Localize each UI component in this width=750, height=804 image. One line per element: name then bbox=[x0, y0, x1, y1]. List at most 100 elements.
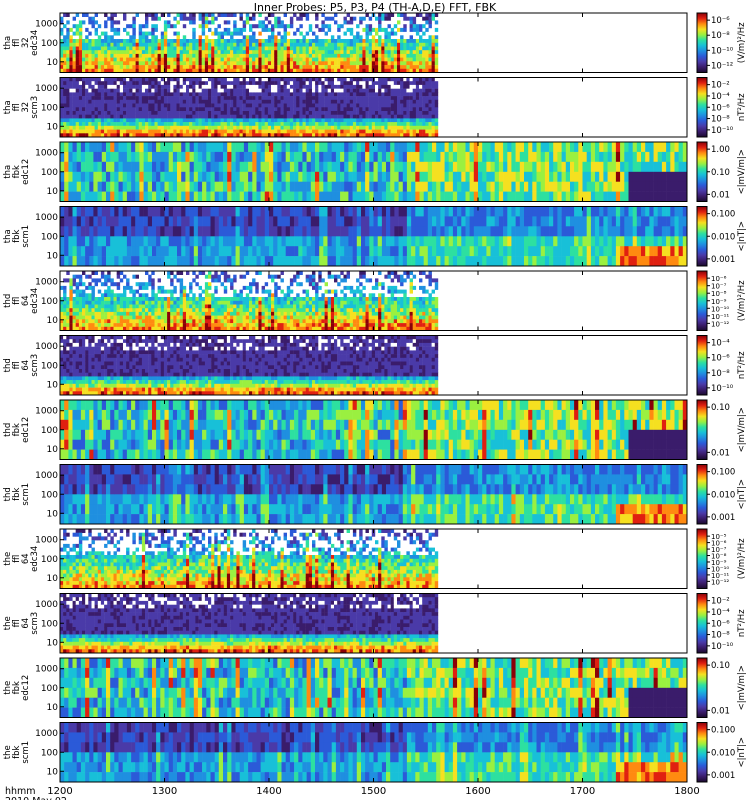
colorbar-tick-label: 10⁻⁶ bbox=[711, 619, 730, 629]
colorbar-tick-label: 10⁻² bbox=[711, 597, 730, 607]
y-tick-label: 100 bbox=[41, 39, 58, 49]
y-tick-label: 100 bbox=[41, 748, 58, 758]
colorbar: 10⁻⁵10⁻⁶10⁻⁷10⁻⁸10⁻⁹10⁻¹⁰10⁻¹¹10⁻¹²(V/m)… bbox=[697, 529, 747, 589]
panel-1: 100010010thaffl32edc3410⁻⁶10⁻⁸10⁻¹⁰10⁻¹²… bbox=[3, 13, 747, 73]
colorbar-tick-label: 0.001 bbox=[711, 513, 735, 523]
colorbar-tick-label: 0.100 bbox=[711, 210, 735, 220]
colorbar-scale bbox=[697, 723, 707, 783]
y-tick-label: 1000 bbox=[35, 20, 58, 30]
y-tick-label: 100 bbox=[41, 361, 58, 371]
figure-title: Inner Probes: P5, P3, P4 (TH-A,D,E) FFT,… bbox=[254, 1, 497, 14]
y-tick-label: 100 bbox=[41, 232, 58, 242]
colorbar-tick-label: 10⁻⁶ bbox=[711, 103, 730, 113]
colorbar-tick-label: 10⁻¹⁰ bbox=[711, 46, 734, 56]
colorbar-tick-label: 0.001 bbox=[711, 771, 735, 781]
y-tick-label: 1000 bbox=[35, 471, 58, 481]
colorbar-tick-label: 10⁻¹² bbox=[711, 320, 729, 328]
colorbar-tick-label: 10⁻⁸ bbox=[711, 631, 730, 641]
panel-label: thdfbkscm1 bbox=[3, 483, 31, 506]
colorbar-tick-label: 1.00 bbox=[711, 145, 730, 155]
colorbar-label: nT²/Hz bbox=[737, 609, 747, 637]
colorbar-scale bbox=[697, 207, 707, 267]
y-tick-label: 100 bbox=[41, 619, 58, 629]
y-tick-label: 10 bbox=[47, 509, 59, 519]
y-tick-label: 100 bbox=[41, 684, 58, 694]
panel-label-line: scm1 bbox=[21, 225, 31, 248]
colorbar-label: <|nT|> bbox=[737, 221, 747, 252]
panel-label-line: edc12 bbox=[21, 675, 31, 701]
y-tick-label: 10 bbox=[47, 380, 59, 390]
spectrogram-image bbox=[60, 465, 687, 525]
colorbar-label: <|nT|> bbox=[737, 479, 747, 510]
x-tick-label: 1600 bbox=[465, 786, 490, 797]
y-tick-label: 1000 bbox=[35, 342, 58, 352]
spectrogram-image bbox=[60, 723, 687, 783]
colorbar-tick-label: 0.001 bbox=[711, 255, 735, 265]
y-tick-label: 100 bbox=[41, 555, 58, 565]
y-tick-label: 10 bbox=[47, 122, 59, 132]
y-tick-label: 1000 bbox=[35, 149, 58, 159]
spectrogram-image bbox=[60, 13, 438, 73]
spectrogram-image bbox=[60, 400, 687, 460]
panel-label: thefbkedc12 bbox=[3, 675, 31, 701]
y-tick-label: 1000 bbox=[35, 407, 58, 417]
panel-label: thaffl32edc34 bbox=[3, 30, 40, 56]
spectrogram-image bbox=[60, 78, 438, 138]
colorbar-tick-label: 0.10 bbox=[711, 168, 730, 178]
colorbar-label: <|mV/m|> bbox=[737, 665, 747, 710]
colorbar-tick-label: 10⁻¹⁰ bbox=[711, 126, 734, 136]
colorbar-scale bbox=[697, 142, 707, 202]
colorbar-tick-label: 10⁻⁴ bbox=[711, 92, 730, 102]
colorbar-tick-label: 10⁻¹⁰ bbox=[711, 642, 734, 652]
panel-label: thaffl32scm3 bbox=[3, 96, 40, 119]
y-tick-label: 1000 bbox=[35, 278, 58, 288]
colorbar-tick-label: 10⁻² bbox=[711, 81, 730, 91]
spectrogram-image bbox=[60, 142, 687, 202]
y-tick-label: 1000 bbox=[35, 600, 58, 610]
panel-10: 100010010theffl64scm310⁻²10⁻⁴10⁻⁶10⁻⁸10⁻… bbox=[3, 594, 747, 654]
colorbar-label: (V/m)²/Hz bbox=[737, 22, 747, 63]
colorbar-tick-label: 0.01 bbox=[711, 448, 730, 458]
panel-label-line: edc34 bbox=[30, 30, 40, 56]
colorbar-tick-label: 0.01 bbox=[711, 706, 730, 716]
panel-label-line: scm1 bbox=[21, 741, 31, 764]
colorbar-scale bbox=[697, 336, 707, 396]
colorbar: 0.10 0.01 <|mV/m|> bbox=[697, 658, 747, 718]
colorbar-label: <|mV/m|> bbox=[737, 407, 747, 452]
y-tick-label: 100 bbox=[41, 297, 58, 307]
x-tick-label: 1800 bbox=[674, 786, 699, 797]
colorbar-tick-label: 10⁻¹² bbox=[711, 578, 729, 586]
panel-label-line: scm3 bbox=[30, 96, 40, 119]
y-tick-label: 1000 bbox=[35, 213, 58, 223]
y-tick-label: 100 bbox=[41, 426, 58, 436]
y-tick-label: 1000 bbox=[35, 729, 58, 739]
colorbar: 0.100.01<|mV/m|> bbox=[697, 400, 747, 460]
colorbar-tick-label: 0.10 bbox=[711, 661, 730, 671]
x-tick-label: 1700 bbox=[570, 786, 595, 797]
y-tick-label: 10 bbox=[47, 187, 59, 197]
colorbar-tick-label: 0.010 bbox=[711, 748, 735, 758]
x-tick-label: 1300 bbox=[152, 786, 177, 797]
panel-label: theffl64edc34 bbox=[3, 546, 40, 572]
panel-label-line: edc34 bbox=[30, 288, 40, 314]
panel-label-line: scm3 bbox=[30, 354, 40, 377]
spectrogram-image bbox=[60, 594, 438, 654]
colorbar-tick-label: 10⁻¹² bbox=[711, 61, 733, 71]
x-tick-label: 1500 bbox=[361, 786, 386, 797]
colorbar-tick-label: 10⁻⁴ bbox=[711, 339, 730, 349]
y-tick-label: 10 bbox=[47, 703, 59, 713]
colorbar-tick-label: 10⁻⁴ bbox=[711, 608, 730, 618]
y-tick-label: 10 bbox=[47, 767, 59, 777]
colorbar-label: nT²/Hz bbox=[737, 351, 747, 379]
spectrogram-image bbox=[60, 658, 687, 718]
